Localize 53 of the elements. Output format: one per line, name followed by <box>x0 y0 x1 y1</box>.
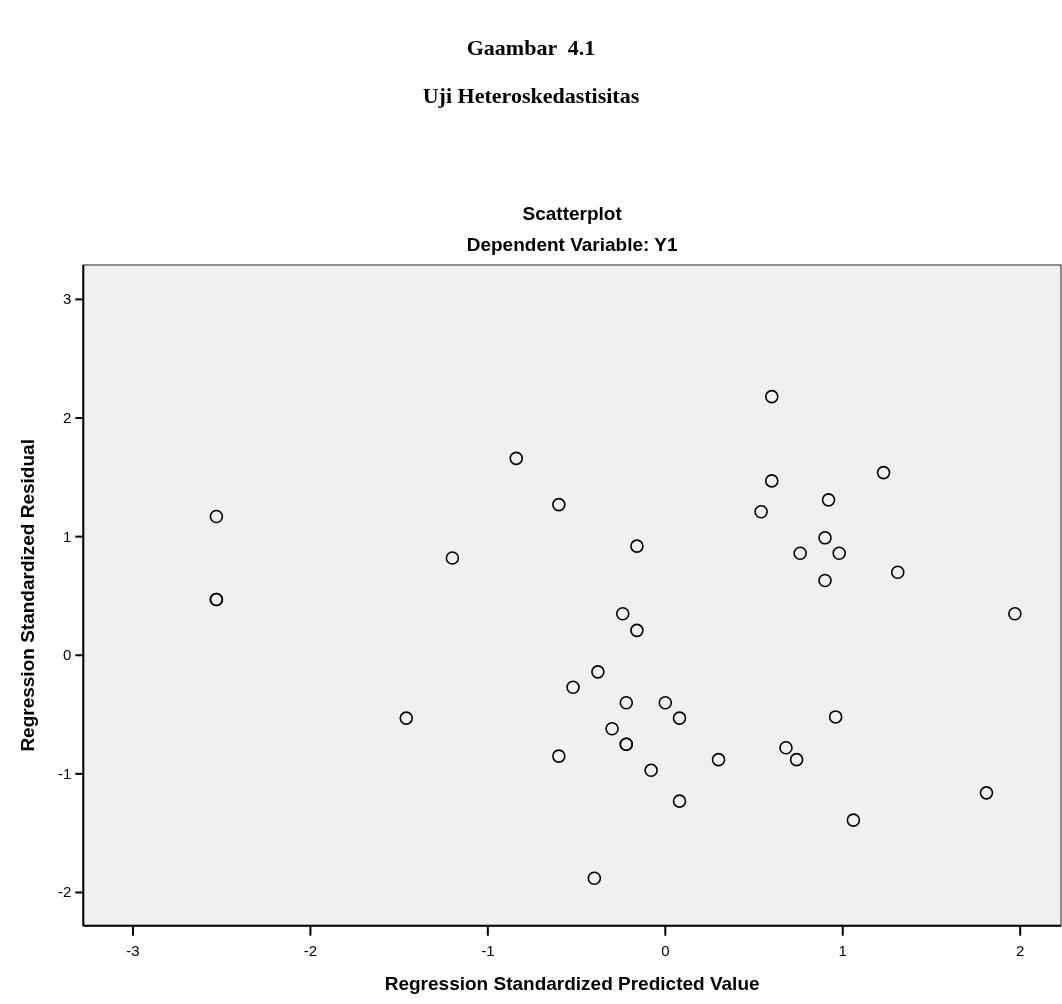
y-tick-label: 1 <box>62 527 72 545</box>
point <box>821 493 836 507</box>
point <box>587 871 602 886</box>
y-tick-label: -1 <box>57 764 72 782</box>
point <box>615 606 630 621</box>
point <box>399 711 414 725</box>
x-tick-label: -2 <box>303 941 318 959</box>
point <box>754 504 768 519</box>
point <box>764 474 779 488</box>
point <box>1008 606 1022 621</box>
chart-title: Scatterplot <box>522 203 623 224</box>
point <box>630 539 644 553</box>
text: Uji Heteroskedastisitas <box>422 83 640 108</box>
point <box>979 786 994 800</box>
y-tick-label: -2 <box>57 883 72 901</box>
point <box>672 711 687 725</box>
y-axis-title: Regression Standardized Residual <box>17 439 38 752</box>
point <box>552 497 566 512</box>
point <box>605 722 619 736</box>
point <box>644 763 658 778</box>
y-tick-label: 3 <box>62 290 72 308</box>
chart-subtitle: Dependent Variable: Y1 <box>466 234 678 255</box>
point <box>672 794 687 808</box>
point <box>818 531 832 545</box>
point <box>209 509 224 524</box>
point <box>509 451 524 466</box>
x-tick-label: 2 <box>1016 941 1025 959</box>
x-tick-label: 1 <box>838 941 847 959</box>
point <box>711 752 726 767</box>
x-tick-label: -1 <box>481 941 495 959</box>
point <box>890 565 905 580</box>
point <box>552 749 566 763</box>
point <box>846 813 861 827</box>
point <box>818 573 832 588</box>
point <box>793 546 807 561</box>
point <box>630 623 644 638</box>
y-tick-label: 2 <box>62 409 72 427</box>
point <box>832 546 846 561</box>
point <box>591 665 605 679</box>
point <box>876 465 891 480</box>
x-tick-label: -3 <box>126 941 140 959</box>
point <box>828 710 843 724</box>
point <box>764 389 779 404</box>
point <box>789 752 804 767</box>
x-tick-label: 0 <box>661 941 670 959</box>
point <box>566 680 580 695</box>
y-tick-label: 0 <box>62 646 72 664</box>
point <box>779 740 793 755</box>
point <box>658 695 673 710</box>
point <box>445 551 460 565</box>
x-axis-title: Regression Standardized Predicted Value <box>384 973 760 994</box>
text: Gaambar 4.1 <box>466 35 596 60</box>
point <box>619 695 634 710</box>
